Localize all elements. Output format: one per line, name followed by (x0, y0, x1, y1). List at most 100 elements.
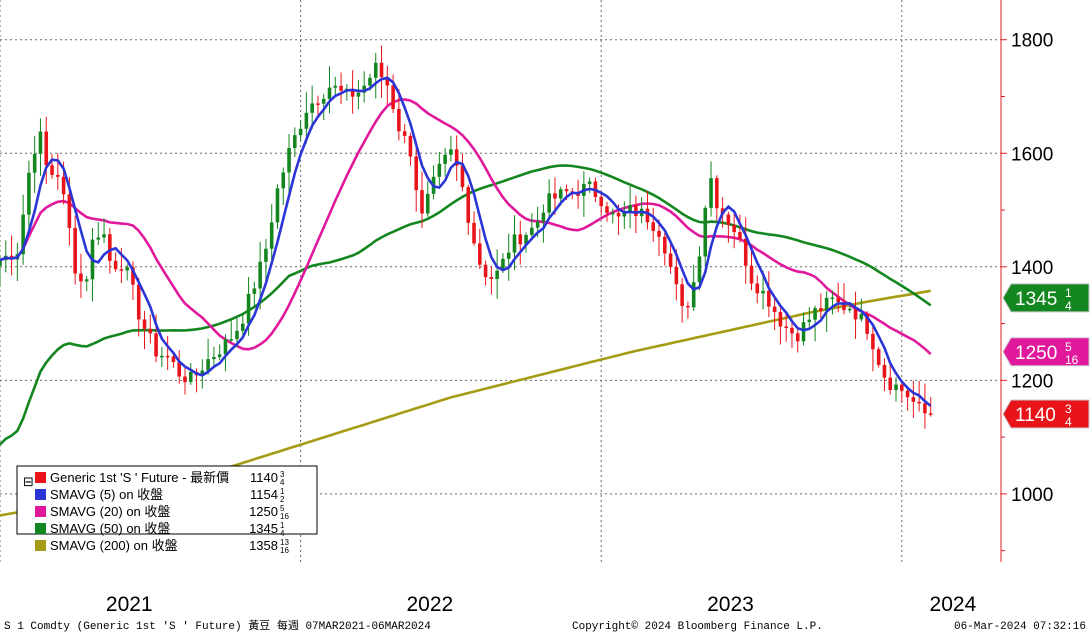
candle-body (217, 354, 222, 358)
candle-body (67, 194, 72, 228)
candle-body (790, 327, 794, 334)
candle-body (443, 154, 447, 164)
candle-body (651, 222, 656, 231)
candle-body (489, 277, 494, 279)
candle-body (119, 269, 124, 271)
candle-body (61, 176, 66, 195)
legend-frac-num: 1 (280, 521, 285, 530)
candle-body (587, 181, 592, 184)
candle-body (686, 305, 690, 308)
candle-body (84, 279, 89, 282)
candle-body (56, 174, 60, 177)
candle-body (894, 384, 898, 391)
candle-body (136, 284, 141, 320)
legend-box (16, 465, 318, 535)
legend-frac-num: 13 (280, 538, 289, 547)
candle-body (738, 232, 742, 239)
legend-frac-den: 4 (280, 529, 285, 538)
candle-body (622, 212, 627, 217)
legend-swatch (35, 489, 46, 500)
candle-body (414, 156, 419, 191)
candle-body (547, 193, 551, 213)
candle-body (911, 397, 916, 402)
footer-right: 06-Mar-2024 07:32:16 (954, 621, 1086, 633)
badge-frac-num: 5 (1065, 340, 1072, 354)
candle-body (200, 370, 205, 376)
candle-body (657, 230, 661, 237)
candle-body (287, 147, 291, 173)
candle-body (32, 153, 37, 173)
x-year-label: 2024 (930, 593, 977, 616)
badge-value: 1140 (1015, 405, 1056, 426)
candle-body (691, 282, 696, 308)
candlesticks (0, 45, 933, 429)
candle-body (177, 362, 181, 377)
candle-body (108, 234, 112, 261)
candle-body (79, 273, 83, 282)
candle-body (662, 236, 667, 254)
candle-body (321, 98, 326, 104)
candle-body (478, 243, 482, 265)
candle-body (269, 222, 274, 249)
candle-body (888, 377, 893, 391)
candle-body (165, 355, 170, 358)
candle-body (900, 384, 904, 391)
legend-label: SMAVG (200) on 收盤 (50, 538, 178, 553)
candle-body (772, 306, 777, 313)
legend-value: 1154 (250, 487, 278, 502)
candle-body (373, 62, 378, 78)
badge-value: 1345 (1015, 289, 1057, 310)
candle-body (784, 326, 788, 328)
candle-body (131, 267, 135, 285)
legend-row[interactable]: SMAVG (50) on 收盤 1345 14 (35, 521, 285, 538)
candle-body (333, 85, 338, 88)
y-tick-label: 1600 (1011, 144, 1053, 165)
y-tick-label: 1200 (1011, 371, 1053, 392)
candle-body (102, 234, 106, 238)
legend-swatch (35, 540, 46, 551)
candle-body (304, 112, 309, 129)
candle-body (38, 131, 43, 154)
legend-row[interactable]: Generic 1st 'S ' Future - 最新價 1140 34 (35, 470, 285, 487)
legend-row[interactable]: SMAVG (20) on 收盤 1250 516 (35, 504, 289, 521)
candle-body (362, 85, 366, 93)
candle-body (258, 261, 262, 289)
candle-body (709, 178, 713, 208)
candle-body (501, 258, 505, 271)
sma-50-path (0, 164, 932, 446)
candle-body (847, 308, 852, 311)
last-value-badge: 1140 34 (1002, 399, 1090, 429)
candle-body (160, 355, 164, 358)
candle-body (541, 212, 546, 222)
candle-body (530, 227, 534, 235)
legend-value: 1345 (249, 521, 278, 536)
candle-body (610, 212, 615, 215)
candle-body (171, 356, 176, 363)
candle-body (882, 364, 887, 378)
legend-swatch (35, 472, 46, 483)
last-value-badge: 1250 516 (1002, 337, 1090, 367)
legend-label: SMAVG (50) on 收盤 (50, 521, 170, 536)
legend-row[interactable]: SMAVG (5) on 收盤 1154 12 (35, 487, 285, 504)
legend-swatch (35, 506, 46, 517)
candle-body (264, 248, 268, 262)
candle-body (212, 357, 216, 360)
candle-body (871, 333, 875, 350)
candle-body (680, 284, 684, 306)
legend-collapse-icon[interactable]: ⊟ (23, 474, 34, 489)
candle-body (148, 328, 153, 334)
candle-body (819, 308, 823, 311)
candle-body (188, 371, 193, 383)
badge-frac-den: 16 (1065, 353, 1079, 367)
candle-body (813, 308, 817, 320)
legend-frac-num: 1 (280, 487, 285, 496)
legend-frac-num: 3 (280, 470, 285, 479)
candle-body (495, 270, 499, 279)
candle-body (483, 264, 488, 278)
sma-5-line (0, 76, 932, 407)
candle-body (732, 224, 736, 233)
legend: ⊟ Generic 1st 'S ' Future - 最新價 1140 34SMA… (16, 465, 318, 555)
sma-50-line (0, 164, 932, 446)
candle-body (697, 256, 702, 283)
